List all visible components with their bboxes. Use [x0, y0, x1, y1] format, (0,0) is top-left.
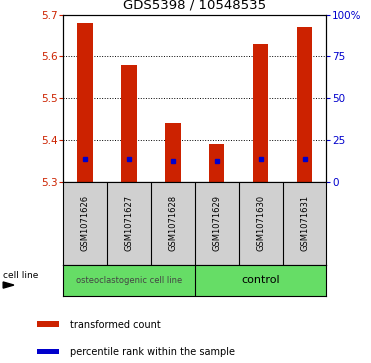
Bar [77, 23, 93, 182]
Bar [209, 144, 224, 182]
Bar [253, 44, 268, 182]
Bar [195, 265, 326, 296]
Title: GDS5398 / 10548535: GDS5398 / 10548535 [123, 0, 266, 12]
Polygon shape [3, 282, 14, 288]
Text: transformed count: transformed count [70, 320, 161, 330]
Text: GSM1071630: GSM1071630 [256, 195, 265, 251]
Bar [37, 321, 59, 327]
Bar [63, 265, 195, 296]
Text: GSM1071626: GSM1071626 [81, 195, 89, 251]
Text: cell line: cell line [3, 271, 39, 280]
Bar [121, 65, 137, 182]
Text: osteoclastogenic cell line: osteoclastogenic cell line [76, 276, 182, 285]
Bar [165, 123, 181, 182]
Text: GSM1071629: GSM1071629 [212, 195, 221, 251]
Text: percentile rank within the sample: percentile rank within the sample [70, 347, 236, 357]
Text: GSM1071627: GSM1071627 [124, 195, 134, 251]
Text: GSM1071628: GSM1071628 [168, 195, 177, 251]
Bar [37, 349, 59, 354]
Text: GSM1071631: GSM1071631 [300, 195, 309, 251]
Text: control: control [241, 276, 280, 285]
Bar [297, 27, 312, 182]
